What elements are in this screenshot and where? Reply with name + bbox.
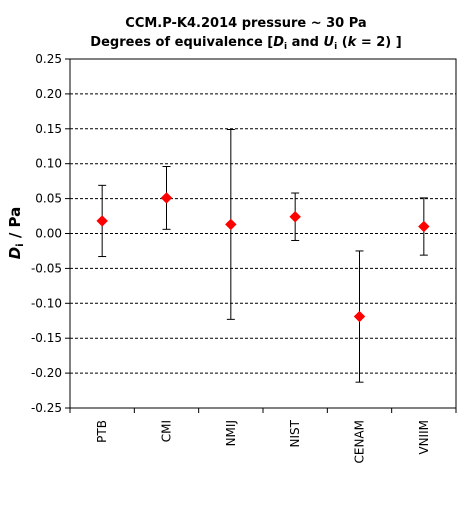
data-points	[96, 192, 430, 323]
y-tick-label: -0.25	[31, 401, 62, 415]
data-point	[289, 211, 301, 223]
y-tick-label: 0.20	[35, 87, 62, 101]
x-tick-label: VNIIM	[417, 420, 431, 455]
x-axis-ticks: PTB CMI NMIJ NIST CENAM VNIIM	[69, 408, 457, 464]
y-tick-label: 0.15	[35, 122, 62, 136]
y-tick-label: -0.15	[31, 331, 62, 345]
y-tick-label: -0.10	[31, 296, 62, 310]
x-tick-label: PTB	[95, 420, 109, 443]
y-tick-label: -0.20	[31, 366, 62, 380]
y-axis-ticks: 0.25 0.20 0.15 0.10 0.05 0.00 -0.05 -0.10 -0.15 -…	[31, 52, 70, 415]
y-tick-label: 0.25	[35, 52, 62, 66]
y-axis-label: Di / Pa	[6, 207, 26, 260]
y-tick-label: 0.00	[35, 227, 62, 241]
data-point	[160, 192, 173, 204]
x-tick-label: CMI	[160, 420, 174, 442]
x-tick-label: CENAM	[353, 420, 367, 464]
data-point	[353, 310, 366, 323]
y-tick-label: 0.10	[35, 157, 62, 171]
x-tick-label: NMIJ	[224, 420, 238, 446]
y-tick-label: 0.05	[35, 192, 62, 206]
chart-title-line2: Degrees of equivalence [Di and Ui (k = 2…	[90, 35, 401, 52]
data-point	[418, 220, 430, 233]
x-tick-label: NIST	[288, 419, 302, 447]
data-point	[96, 215, 108, 227]
data-point	[225, 218, 237, 231]
y-tick-label: -0.05	[31, 261, 62, 275]
chart-title-line1: CCM.P-K4.2014 pressure ~ 30 Pa	[125, 16, 366, 31]
error-bars	[98, 128, 428, 383]
grid-lines	[70, 93, 456, 374]
